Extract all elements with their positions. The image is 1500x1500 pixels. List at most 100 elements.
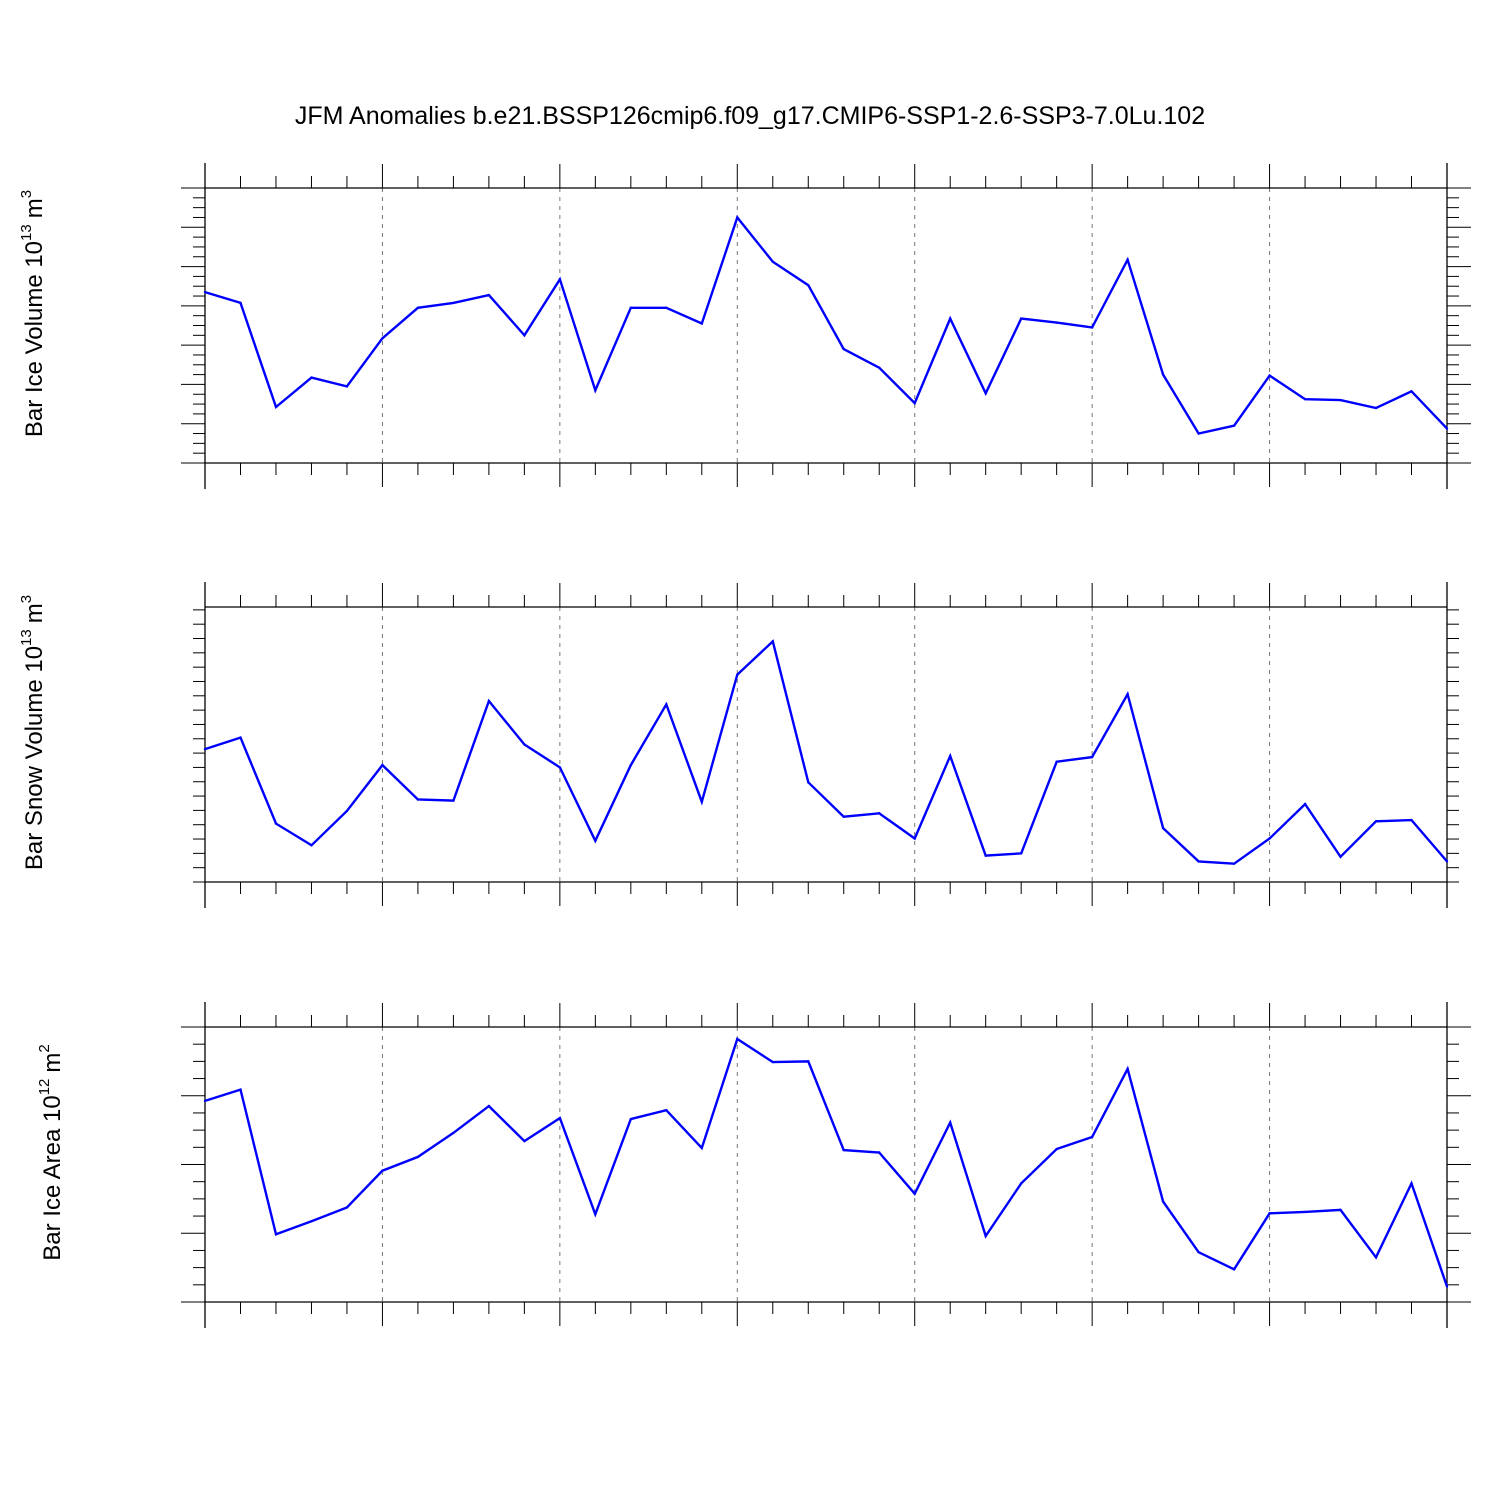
data-point [736,1037,739,1041]
panel-snow-volume: Bar Snow Volume 1013 m3 [18,582,1459,908]
figure-title: JFM Anomalies b.e21.BSSP126cmip6.f09_g17… [295,102,1205,130]
y-axis-label-exponent: 12 [36,1079,53,1096]
y-axis-label-unit-exponent: 2 [36,1044,53,1052]
data-point [310,376,313,379]
data-point [1090,1135,1094,1139]
data-point [984,392,987,395]
data-point [771,1060,774,1064]
data-point [1445,860,1449,863]
data-point [1019,852,1023,855]
data-point [1268,837,1271,840]
data-point [1161,1200,1165,1203]
data-point [1303,397,1307,401]
data-point [771,640,774,643]
data-point [1232,862,1236,865]
data-point [1055,760,1058,763]
data-point [736,216,739,219]
data-point [1303,1210,1307,1214]
data-point [807,284,810,287]
y-axis-label-unit-exponent: 3 [18,595,35,603]
data-point [1090,326,1094,329]
y-axis-label-unit: m [21,603,48,623]
data-point [203,1099,207,1103]
data-point [878,812,881,815]
y-axis-label-text: Bar Snow Volume 10 [21,646,48,870]
y-axis-label-exponent: 13 [18,629,35,646]
data-point [523,334,526,337]
data-point [1197,432,1200,435]
data-point [984,1234,987,1238]
data-point [203,747,207,751]
data-point [1374,406,1378,410]
data-point [310,844,313,847]
series-line [204,1037,1449,1287]
data-point [1303,802,1307,806]
data-point [452,301,455,305]
data-point [274,1233,278,1236]
y-axis-label: Bar Ice Area 1012 m2 [36,1044,66,1260]
data-point [700,800,703,803]
data-point [1197,860,1200,863]
data-point [1410,390,1413,393]
data-point [665,1108,668,1112]
data-point [274,405,278,409]
data-point [1055,1147,1058,1151]
data-point [842,1148,845,1152]
data-point [1374,1256,1378,1259]
data-point [842,347,845,351]
y-axis-label-text: Bar Ice Area 10 [39,1095,66,1260]
data-point [1339,855,1342,858]
panel-ice-volume: Bar Ice Volume 1013 m3 [18,163,1471,489]
data-point [1055,321,1058,324]
data-point [913,837,916,840]
data-point [629,306,633,310]
data-point [558,766,562,769]
data-point [913,401,916,405]
series-line [204,215,1448,435]
y-axis-label-text: Bar Ice Volume 10 [21,241,48,437]
data-point [878,1151,881,1154]
data-point [1445,1285,1449,1288]
data-point [807,1060,810,1063]
data-point [665,703,668,706]
data-point [345,1206,349,1209]
data-point [1090,755,1094,759]
data-point [1268,1212,1271,1215]
data-point [878,366,881,369]
data-point [345,809,349,813]
data-point [949,317,952,320]
series-line [204,639,1448,865]
data-point [1374,820,1378,823]
data-point [487,293,491,297]
data-point [842,815,845,818]
data-point [523,743,526,746]
data-point [629,763,633,767]
data-point [558,278,562,281]
data-point [381,763,384,767]
data-point [700,322,703,325]
data-point [629,1117,633,1121]
y-axis-label-unit: m [21,198,48,218]
data-point [1339,1208,1342,1212]
y-axis-label: Bar Snow Volume 1013 m3 [18,595,48,870]
data-point [1232,1268,1236,1271]
data-point [771,260,774,263]
data-point [1339,398,1342,402]
data-point [665,306,668,310]
data-point [984,854,987,857]
data-point [1019,317,1023,320]
data-point [1410,1182,1413,1185]
data-point [487,699,491,703]
data-point [913,1192,916,1195]
data-point [1410,818,1413,822]
data-point [381,1169,384,1172]
data-point [452,799,455,802]
data-point [416,306,420,310]
data-point [1232,424,1236,427]
data-point [416,798,420,801]
data-point [558,1116,562,1120]
y-axis-label-unit-exponent: 3 [18,190,35,198]
data-point [381,337,384,340]
y-axis-label: Bar Ice Volume 1013 m3 [18,190,48,437]
